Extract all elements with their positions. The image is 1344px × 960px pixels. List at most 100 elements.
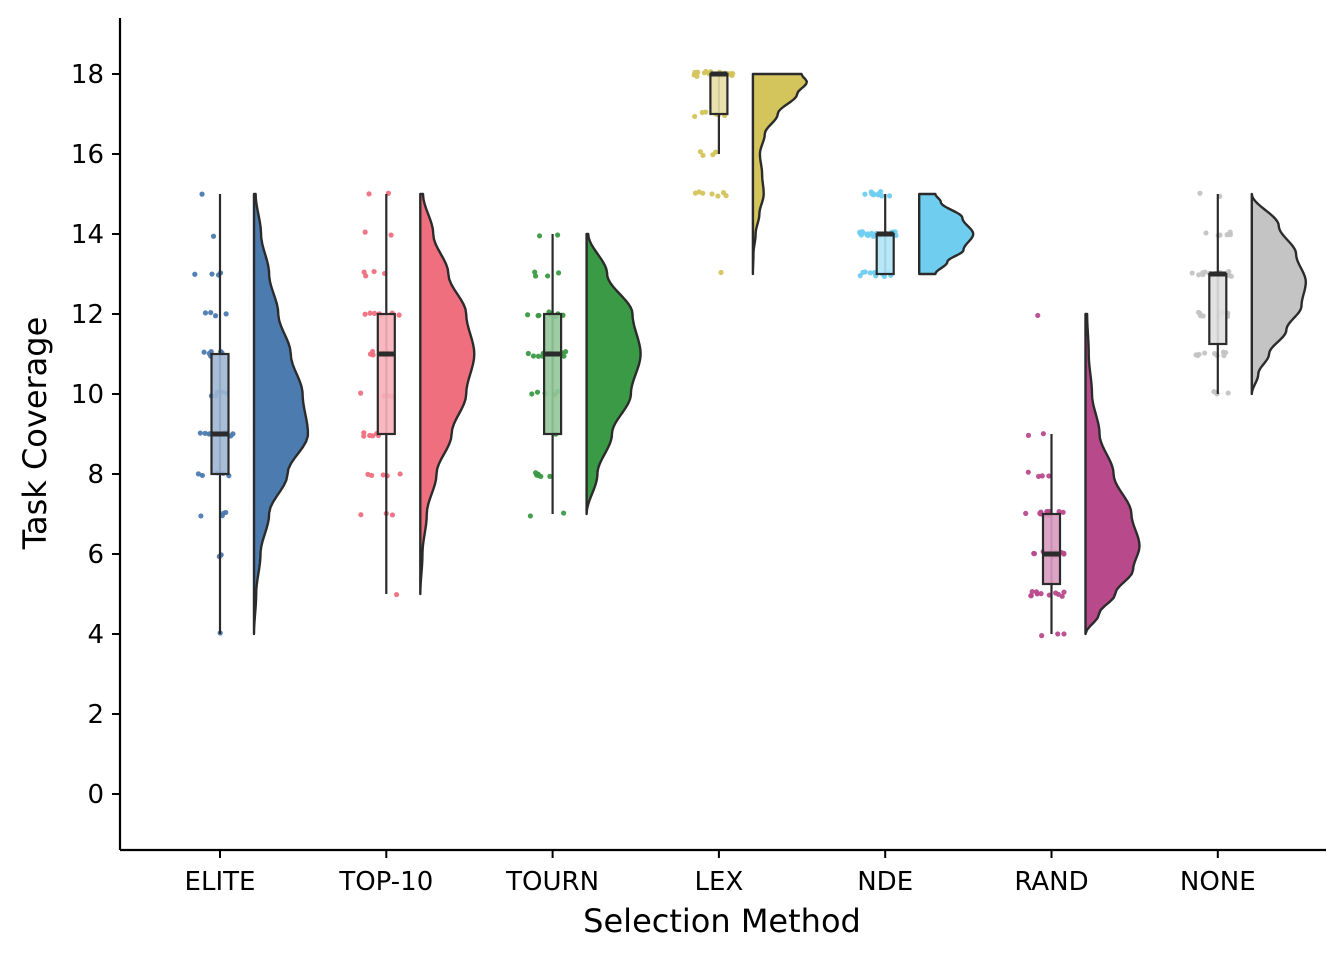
data-point-elite [212, 313, 219, 319]
data-point-nde [878, 189, 884, 195]
violin-tourn [585, 232, 642, 516]
data-point-none [1197, 190, 1203, 196]
data-point-top-10 [371, 310, 378, 316]
violin-rand [1084, 312, 1141, 636]
data-point-lex [695, 69, 701, 75]
data-point-top-10 [396, 312, 402, 318]
data-point-nde [886, 193, 893, 199]
data-point-rand [1040, 431, 1046, 437]
data-point-elite [197, 430, 203, 436]
data-point-lex [697, 149, 703, 155]
x-tick-label: ELITE [185, 867, 256, 897]
data-point-rand [1029, 588, 1035, 595]
data-point-top-10 [388, 232, 394, 238]
data-point-tourn [547, 473, 553, 479]
data-point-none [1228, 273, 1234, 279]
data-point-none [1200, 313, 1206, 319]
data-point-top-10 [389, 512, 396, 518]
data-point-none [1193, 352, 1199, 358]
data-point-rand [1061, 551, 1067, 557]
data-point-rand [1037, 510, 1043, 516]
box-lex [709, 72, 729, 116]
data-point-tourn [535, 313, 541, 319]
data-point-top-10 [362, 311, 368, 317]
data-point-none [1220, 349, 1226, 355]
data-point-tourn [563, 349, 569, 355]
data-point-lex [720, 190, 727, 196]
data-point-rand [1025, 432, 1032, 438]
data-point-elite [210, 233, 217, 239]
data-point-elite [198, 513, 204, 519]
data-point-rand [1060, 509, 1066, 515]
plot-area [192, 68, 1307, 639]
data-point-tourn [525, 350, 531, 357]
data-point-tourn [555, 232, 561, 238]
data-point-top-10 [367, 310, 373, 316]
data-point-top-10 [365, 471, 371, 477]
data-point-top-10 [371, 268, 377, 275]
data-point-elite [202, 430, 208, 436]
box-tourn [542, 312, 563, 436]
data-point-tourn [529, 391, 535, 397]
data-point-none [1227, 232, 1233, 238]
y-tick-label: 4 [87, 620, 104, 650]
violin-nde [918, 192, 975, 276]
x-tick-label: TOURN [505, 867, 599, 897]
data-point-tourn [561, 510, 567, 516]
data-point-nde [860, 269, 866, 276]
data-point-top-10 [361, 430, 367, 436]
data-point-elite [202, 310, 209, 316]
data-point-rand [1053, 590, 1059, 596]
data-point-elite [209, 271, 215, 277]
data-point-none [1202, 269, 1208, 275]
data-point-nde [862, 191, 868, 197]
data-point-elite [199, 472, 205, 479]
data-point-elite [192, 271, 198, 277]
data-point-nde [859, 230, 865, 236]
data-point-none [1211, 350, 1218, 357]
data-point-lex [727, 71, 733, 77]
data-point-tourn [532, 269, 538, 275]
data-point-lex [700, 190, 706, 196]
data-point-lex [699, 109, 705, 116]
x-tick-label: LEX [695, 867, 744, 897]
y-tick-label: 2 [87, 700, 104, 730]
box-nde [875, 232, 895, 276]
data-point-rand [1055, 631, 1061, 637]
data-point-lex [700, 152, 706, 159]
data-point-rand [1028, 593, 1034, 599]
data-point-elite [208, 309, 214, 316]
y-tick-label: 0 [87, 780, 104, 810]
y-tick-label: 16 [71, 140, 104, 170]
data-point-none [1196, 272, 1202, 278]
box-rand [1041, 512, 1062, 586]
data-point-tourn [536, 233, 543, 239]
data-point-lex [692, 113, 698, 120]
data-point-rand [1061, 631, 1067, 637]
y-tick-label: 18 [71, 60, 104, 90]
x-tick-label: NDE [857, 867, 913, 897]
data-point-nde [869, 191, 875, 197]
x-tick-label: RAND [1014, 867, 1088, 897]
x-tick-label: TOP-10 [338, 867, 433, 897]
data-point-rand [1059, 593, 1065, 599]
data-point-rand [1039, 473, 1045, 479]
data-point-rand [1061, 589, 1067, 595]
data-point-lex [713, 149, 719, 155]
data-point-top-10 [362, 229, 368, 235]
data-point-rand [1033, 589, 1040, 595]
data-point-elite [230, 431, 236, 437]
x-axis-title: Selection Method [583, 902, 861, 940]
y-tick-label: 14 [71, 220, 104, 250]
data-point-top-10 [361, 269, 367, 275]
box-top-10 [376, 312, 396, 436]
data-point-lex [692, 190, 699, 196]
y-tick-label: 6 [87, 540, 104, 570]
data-point-top-10 [397, 471, 403, 477]
box-none [1208, 272, 1228, 346]
data-point-rand [1023, 510, 1029, 516]
data-point-rand [1038, 591, 1044, 597]
data-point-top-10 [358, 390, 364, 396]
data-point-none [1203, 230, 1209, 236]
data-point-rand [1035, 312, 1041, 319]
